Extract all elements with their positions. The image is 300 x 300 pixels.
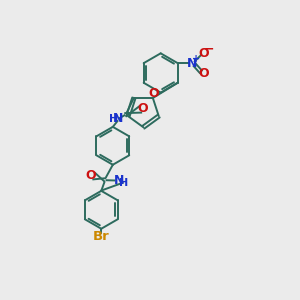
Text: +: + — [192, 54, 200, 64]
Text: O: O — [137, 102, 148, 115]
Text: −: − — [203, 43, 214, 56]
Text: N: N — [113, 112, 123, 125]
Text: O: O — [198, 47, 209, 60]
Text: Br: Br — [93, 230, 110, 243]
Text: O: O — [86, 169, 96, 182]
Text: N: N — [187, 57, 197, 70]
Text: H: H — [109, 114, 118, 124]
Text: N: N — [113, 174, 124, 188]
Text: O: O — [149, 87, 159, 100]
Text: O: O — [198, 67, 209, 80]
Text: H: H — [119, 178, 128, 188]
